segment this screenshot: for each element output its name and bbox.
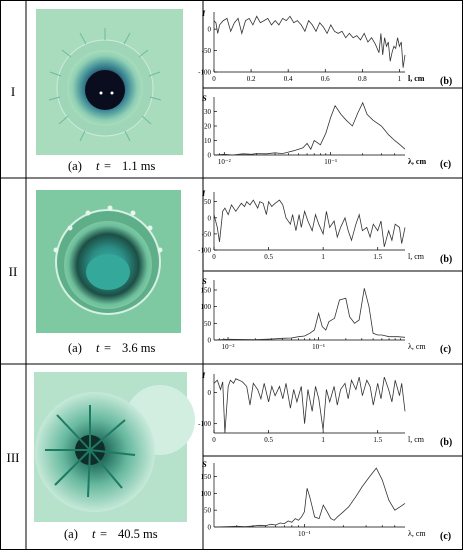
y-tick-label: 20 [204, 123, 212, 131]
x-tick-label: 1.5 [373, 436, 382, 444]
row-label: III [7, 450, 20, 465]
y-tick-label: 0 [208, 337, 212, 345]
y-tick-label: 0 [208, 214, 212, 222]
svg-text:=: = [104, 159, 111, 173]
x-tick-label: 0 [212, 75, 216, 83]
y-axis-label: S [202, 93, 207, 103]
y-tick-label: 10 [204, 137, 212, 145]
y-axis-label: I [201, 188, 206, 198]
series-line [213, 199, 406, 247]
svg-text:40.5 ms: 40.5 ms [118, 527, 158, 541]
y-tick-label: 0 [208, 389, 212, 397]
x-tick-label: 10⁻² [218, 158, 231, 166]
x-tick-label: 10⁻² [222, 343, 235, 351]
y-tick-label: 0 [208, 26, 212, 34]
x-tick-label: 0.5 [264, 253, 273, 261]
svg-text:=: = [100, 527, 107, 541]
x-tick-label: 0.4 [284, 75, 293, 83]
caption-row-1: (a) t = 1.1 ms [68, 159, 155, 173]
caption-row-2: (a) t = 3.6 ms [68, 341, 155, 355]
x-tick-label: 1 [321, 436, 325, 444]
x-tick-label: 10⁻¹ [312, 343, 325, 351]
x-tick-label: 0.8 [358, 75, 367, 83]
panel-label: (c) [440, 344, 451, 355]
svg-text:t: t [96, 159, 100, 173]
x-tick-label: 0 [212, 436, 216, 444]
photo-row-1 [36, 9, 183, 155]
panel-label: (b) [440, 76, 452, 87]
photo-row-2 [36, 190, 181, 333]
y-tick-label: -50 [202, 47, 212, 55]
x-tick-label: 10⁻¹ [298, 530, 311, 538]
y-tick-label: -100 [198, 247, 211, 255]
panel-label: (b) [440, 437, 452, 448]
y-tick-label: -100 [198, 420, 211, 428]
svg-text:t: t [92, 527, 96, 541]
x-tick-label: 0.6 [321, 75, 330, 83]
x-axis-label: λ, cm [408, 529, 426, 538]
row-label: II [9, 264, 18, 279]
panel-label: (b) [440, 254, 452, 265]
y-axis-label: S [202, 459, 207, 469]
x-tick-label: 1 [321, 253, 325, 261]
y-tick-label: 150 [201, 473, 212, 481]
svg-text:(a): (a) [64, 527, 78, 541]
series-line [213, 467, 406, 528]
x-axis-label: λ, cm [408, 157, 426, 166]
y-tick-label: 50 [204, 198, 212, 206]
svg-text:=: = [104, 341, 111, 355]
row-label: I [11, 84, 15, 99]
x-tick-label: 10⁻¹ [324, 158, 337, 166]
svg-text:t: t [96, 341, 100, 355]
chart-II-b: -100 -50 0 50 0 0.5 1 1.5 Il, cm (b) [198, 188, 452, 265]
y-tick-label: -50 [202, 230, 212, 238]
y-axis-label: I [201, 370, 206, 380]
svg-text:(a): (a) [68, 159, 82, 173]
series-line [213, 101, 406, 156]
x-tick-label: 0 [212, 253, 216, 261]
y-tick-label: 100 [201, 490, 212, 498]
panel-label: (c) [440, 159, 451, 170]
x-tick-label: 0.2 [247, 75, 256, 83]
y-axis-label: S [202, 276, 207, 286]
svg-text:3.6 ms: 3.6 ms [122, 341, 155, 355]
chart-II-c: 0 50 100 150 10⁻² 10⁻¹ Sλ, cm (c) [201, 276, 452, 355]
x-axis-label: λ, cm [408, 342, 426, 351]
series-line [213, 288, 406, 341]
x-tick-label: 0.5 [264, 436, 273, 444]
y-tick-label: 30 [204, 108, 212, 116]
series-line [213, 376, 406, 434]
series-line [213, 15, 406, 68]
chart-III-c: 0 50 100 150 10⁻¹ Sλ, cm (c) [201, 459, 452, 542]
svg-text:(a): (a) [68, 341, 82, 355]
y-axis-label: I [201, 8, 206, 18]
y-tick-label: 150 [201, 287, 212, 295]
y-tick-label: 0 [208, 524, 212, 532]
y-tick-label: 0 [208, 152, 212, 160]
y-tick-label: 50 [204, 507, 212, 515]
x-axis-label: l, cm [408, 435, 425, 444]
y-tick-label: 50 [204, 320, 212, 328]
x-axis-label: l, cm [408, 252, 425, 261]
x-tick-label: 1 [398, 75, 402, 83]
caption-row-3: (a) t = 40.5 ms [64, 527, 158, 541]
y-tick-label: -100 [198, 69, 211, 77]
x-axis-label: l, cm [408, 74, 425, 83]
chart-I-c: 0 10 20 30 10⁻² 10⁻¹ Sλ, cm (c) [202, 93, 451, 170]
chart-I-b: -100 -50 0 0 0.2 0.4 0.6 0.8 1 Il, cm (b) [198, 8, 452, 87]
photo-row-3 [34, 372, 195, 522]
x-tick-label: 1.5 [373, 253, 382, 261]
svg-text:1.1 ms: 1.1 ms [122, 159, 155, 173]
panel-label: (c) [440, 531, 451, 542]
y-tick-label: 100 [201, 303, 212, 311]
